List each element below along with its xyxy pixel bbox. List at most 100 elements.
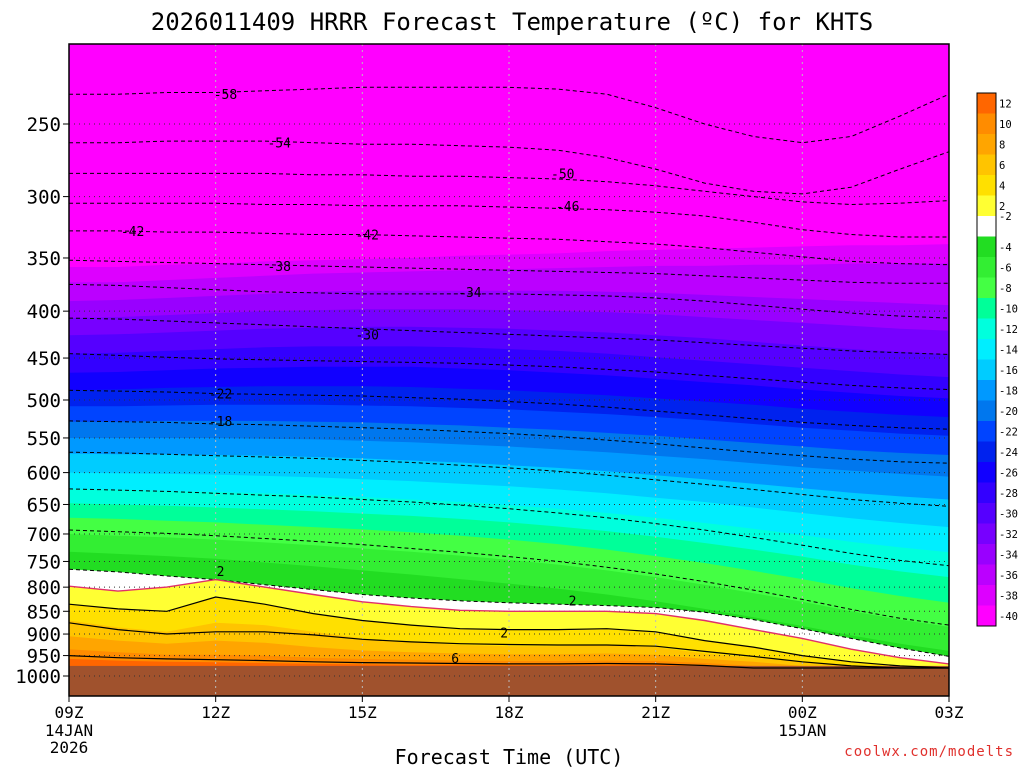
colorbar-label: -40 [999, 611, 1018, 623]
colorbar-swatch [977, 298, 996, 319]
colorbar-label: 6 [999, 160, 1005, 172]
colorbar-swatch [977, 134, 996, 155]
colorbar-label: 2 [999, 201, 1005, 213]
y-tick-label: 250 [27, 114, 61, 136]
colorbar-swatch [977, 318, 996, 339]
contour-label: -46 [556, 200, 579, 215]
colorbar-label: -38 [999, 590, 1018, 602]
x-tick-sublabel: 15JAN [778, 721, 826, 740]
colorbar-frame [976, 92, 997, 627]
colorbar-label: 10 [999, 119, 1012, 131]
contour-label: -58 [214, 88, 237, 103]
colorbar-swatch [977, 564, 996, 585]
x-tick-label: 03Z [935, 703, 964, 722]
colorbar-swatch [977, 585, 996, 606]
y-tick-label: 900 [27, 624, 61, 646]
colorbar-label: -28 [999, 488, 1018, 500]
y-tick-label: 800 [27, 577, 61, 599]
colorbar-label: 4 [999, 180, 1005, 192]
contour-label: -38 [267, 260, 290, 275]
contour-line-16 [69, 596, 949, 669]
x-axis-title: Forecast Time (UTC) [395, 745, 624, 768]
colorbar-swatch [977, 277, 996, 298]
y-tick-label: 300 [27, 187, 61, 209]
colorbar-swatch [977, 523, 996, 544]
contour-line-15 [69, 578, 949, 665]
y-tick-label: 700 [27, 524, 61, 546]
x-tick-label: 18Z [495, 703, 524, 722]
y-tick-label: 500 [27, 390, 61, 412]
x-tick-label: 00Z [788, 703, 817, 722]
colorbar-label: -20 [999, 406, 1018, 418]
y-tick-label: 400 [27, 301, 61, 323]
colorbar-swatch [977, 605, 996, 626]
y-tick-label: 600 [27, 463, 61, 485]
temperature-contours [69, 86, 949, 669]
contour-line-1 [69, 140, 949, 195]
colorbar-label: -6 [999, 262, 1012, 274]
y-tick-label: 850 [27, 601, 61, 623]
colorbar-swatch [977, 113, 996, 134]
colorbar-label: -24 [999, 447, 1018, 459]
colorbar-swatch [977, 339, 996, 360]
contour-label: -42 [121, 225, 144, 240]
colorbar-swatch [977, 441, 996, 462]
colorbar-legend: 12 10 8 6 4 2-2 -4 -6 -8 -10 -12 -14 -16 -18 -20 -22 -24… [976, 92, 1018, 627]
colorbar-label: 8 [999, 139, 1005, 151]
contour-label: -42 [355, 229, 378, 244]
contour-line-17 [69, 622, 949, 669]
colorbar-swatch [977, 503, 996, 524]
colorbar-label: -32 [999, 529, 1018, 541]
colorbar-label: -4 [999, 242, 1012, 254]
colorbar-swatch [977, 380, 996, 401]
y-tick-label: 750 [27, 551, 61, 573]
x-tick-sublabel: 14JAN [45, 721, 93, 740]
contour-label: 6 [451, 652, 459, 667]
x-tick-label: 21Z [641, 703, 670, 722]
contour-label: -34 [458, 286, 482, 301]
colorbar-swatch [977, 236, 996, 257]
colorbar-label: -36 [999, 570, 1018, 582]
colorbar-label: -22 [999, 426, 1018, 438]
colorbar-swatch [977, 482, 996, 503]
colorbar-swatch [977, 93, 996, 114]
y-tick-label: 350 [27, 248, 61, 270]
colorbar-swatch [977, 359, 996, 380]
colorbar-swatch [977, 544, 996, 565]
source-credit: coolwx.com/modelts [844, 744, 1014, 760]
colorbar-label: -10 [999, 303, 1018, 315]
colorbar-label: -2 [999, 211, 1012, 223]
colorbar-label: -16 [999, 365, 1018, 377]
x-tick-label: 09Z [55, 703, 84, 722]
colorbar-swatch [977, 400, 996, 421]
x-tick-label: 12Z [201, 703, 230, 722]
y-tick-label: 650 [27, 494, 61, 516]
y-tick-label: 950 [27, 646, 61, 668]
colorbar-label: -30 [999, 508, 1018, 520]
colorbar-swatch [977, 216, 996, 237]
colorbar-swatch [977, 462, 996, 483]
contour-label: -30 [355, 328, 378, 343]
colorbar-swatch [977, 154, 996, 175]
contour-line-13 [69, 529, 949, 626]
contour-label: -54 [267, 137, 291, 152]
y-tick-label: 450 [27, 348, 61, 370]
colorbar-label: 12 [999, 98, 1012, 110]
x-tick-sublabel: 2026 [50, 738, 89, 757]
contour-label: -22 [209, 388, 232, 403]
contour-line-18 [69, 655, 949, 669]
contour-label: -50 [551, 167, 574, 182]
x-tick-label: 15Z [348, 703, 377, 722]
colorbar-label: -8 [999, 283, 1012, 295]
contour-label: 2 [217, 565, 225, 580]
colorbar-label: -34 [999, 549, 1018, 561]
colorbar-label: -26 [999, 467, 1018, 479]
y-tick-label: 550 [27, 428, 61, 450]
colorbar-label: -12 [999, 324, 1018, 336]
contour-label: -18 [209, 415, 232, 430]
colorbar-swatch [977, 421, 996, 442]
colorbar-swatch [977, 195, 996, 216]
colorbar-swatch [977, 257, 996, 278]
